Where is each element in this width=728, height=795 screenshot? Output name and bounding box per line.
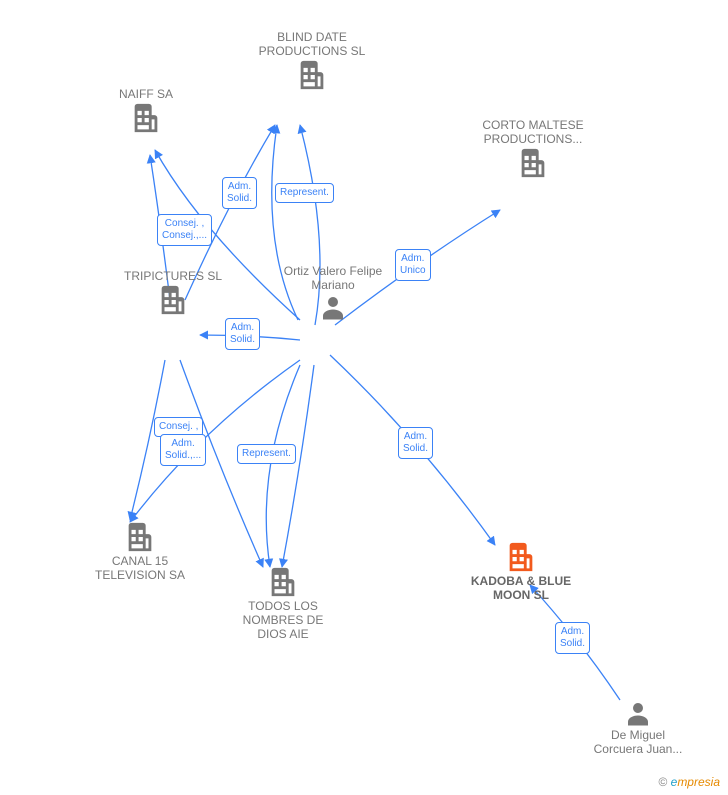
node-kadoba[interactable]: KADOBA & BLUE MOON SL [466,540,576,602]
building-icon [106,101,186,135]
edge-label: Consej. , Consej.,... [157,214,212,246]
node-label: CORTO MALTESE PRODUCTIONS... [468,118,598,146]
edge [282,365,314,567]
edge-label: Adm. Solid. [225,318,260,350]
node-blinddate[interactable]: BLIND DATE PRODUCTIONS SL [252,30,372,92]
edge [266,365,300,567]
node-label: TRIPICTURES SL [118,269,228,283]
building-icon [80,520,200,554]
building-icon [118,283,228,317]
node-todos[interactable]: TODOS LOS NOMBRES DE DIOS AIE [228,565,338,641]
node-naiff[interactable]: NAIFF SA [106,87,186,135]
edge-label: Adm. Solid. [222,177,257,209]
node-label: CANAL 15 TELEVISION SA [80,554,200,582]
building-icon [468,146,598,180]
node-label: De Miguel Corcuera Juan... [588,728,688,756]
copyright: © empresia [658,775,720,789]
node-label: NAIFF SA [106,87,186,101]
brand-rest: mpresia [677,775,720,789]
edge-label: Represent. [237,444,296,464]
edge-label: Adm. Solid.,... [160,434,206,466]
edge-label: Adm. Unico [395,249,431,281]
copyright-symbol: © [658,775,667,789]
node-corto[interactable]: CORTO MALTESE PRODUCTIONS... [468,118,598,180]
node-demiguel[interactable]: De Miguel Corcuera Juan... [588,698,688,756]
edge-label: Represent. [275,183,334,203]
building-icon [252,58,372,92]
node-label: TODOS LOS NOMBRES DE DIOS AIE [228,599,338,641]
node-label: Ortiz Valero Felipe Mariano [278,264,388,292]
node-label: KADOBA & BLUE MOON SL [466,574,576,602]
node-ortiz[interactable]: Ortiz Valero Felipe Mariano [278,264,388,322]
node-label: BLIND DATE PRODUCTIONS SL [252,30,372,58]
person-icon [278,292,388,322]
node-canal15[interactable]: CANAL 15 TELEVISION SA [80,520,200,582]
edge [130,360,300,522]
person-icon [588,698,688,728]
building-icon [466,540,576,574]
node-tripictures[interactable]: TRIPICTURES SL [118,269,228,317]
edge-label: Adm. Solid. [555,622,590,654]
building-icon [228,565,338,599]
edge-label: Adm. Solid. [398,427,433,459]
